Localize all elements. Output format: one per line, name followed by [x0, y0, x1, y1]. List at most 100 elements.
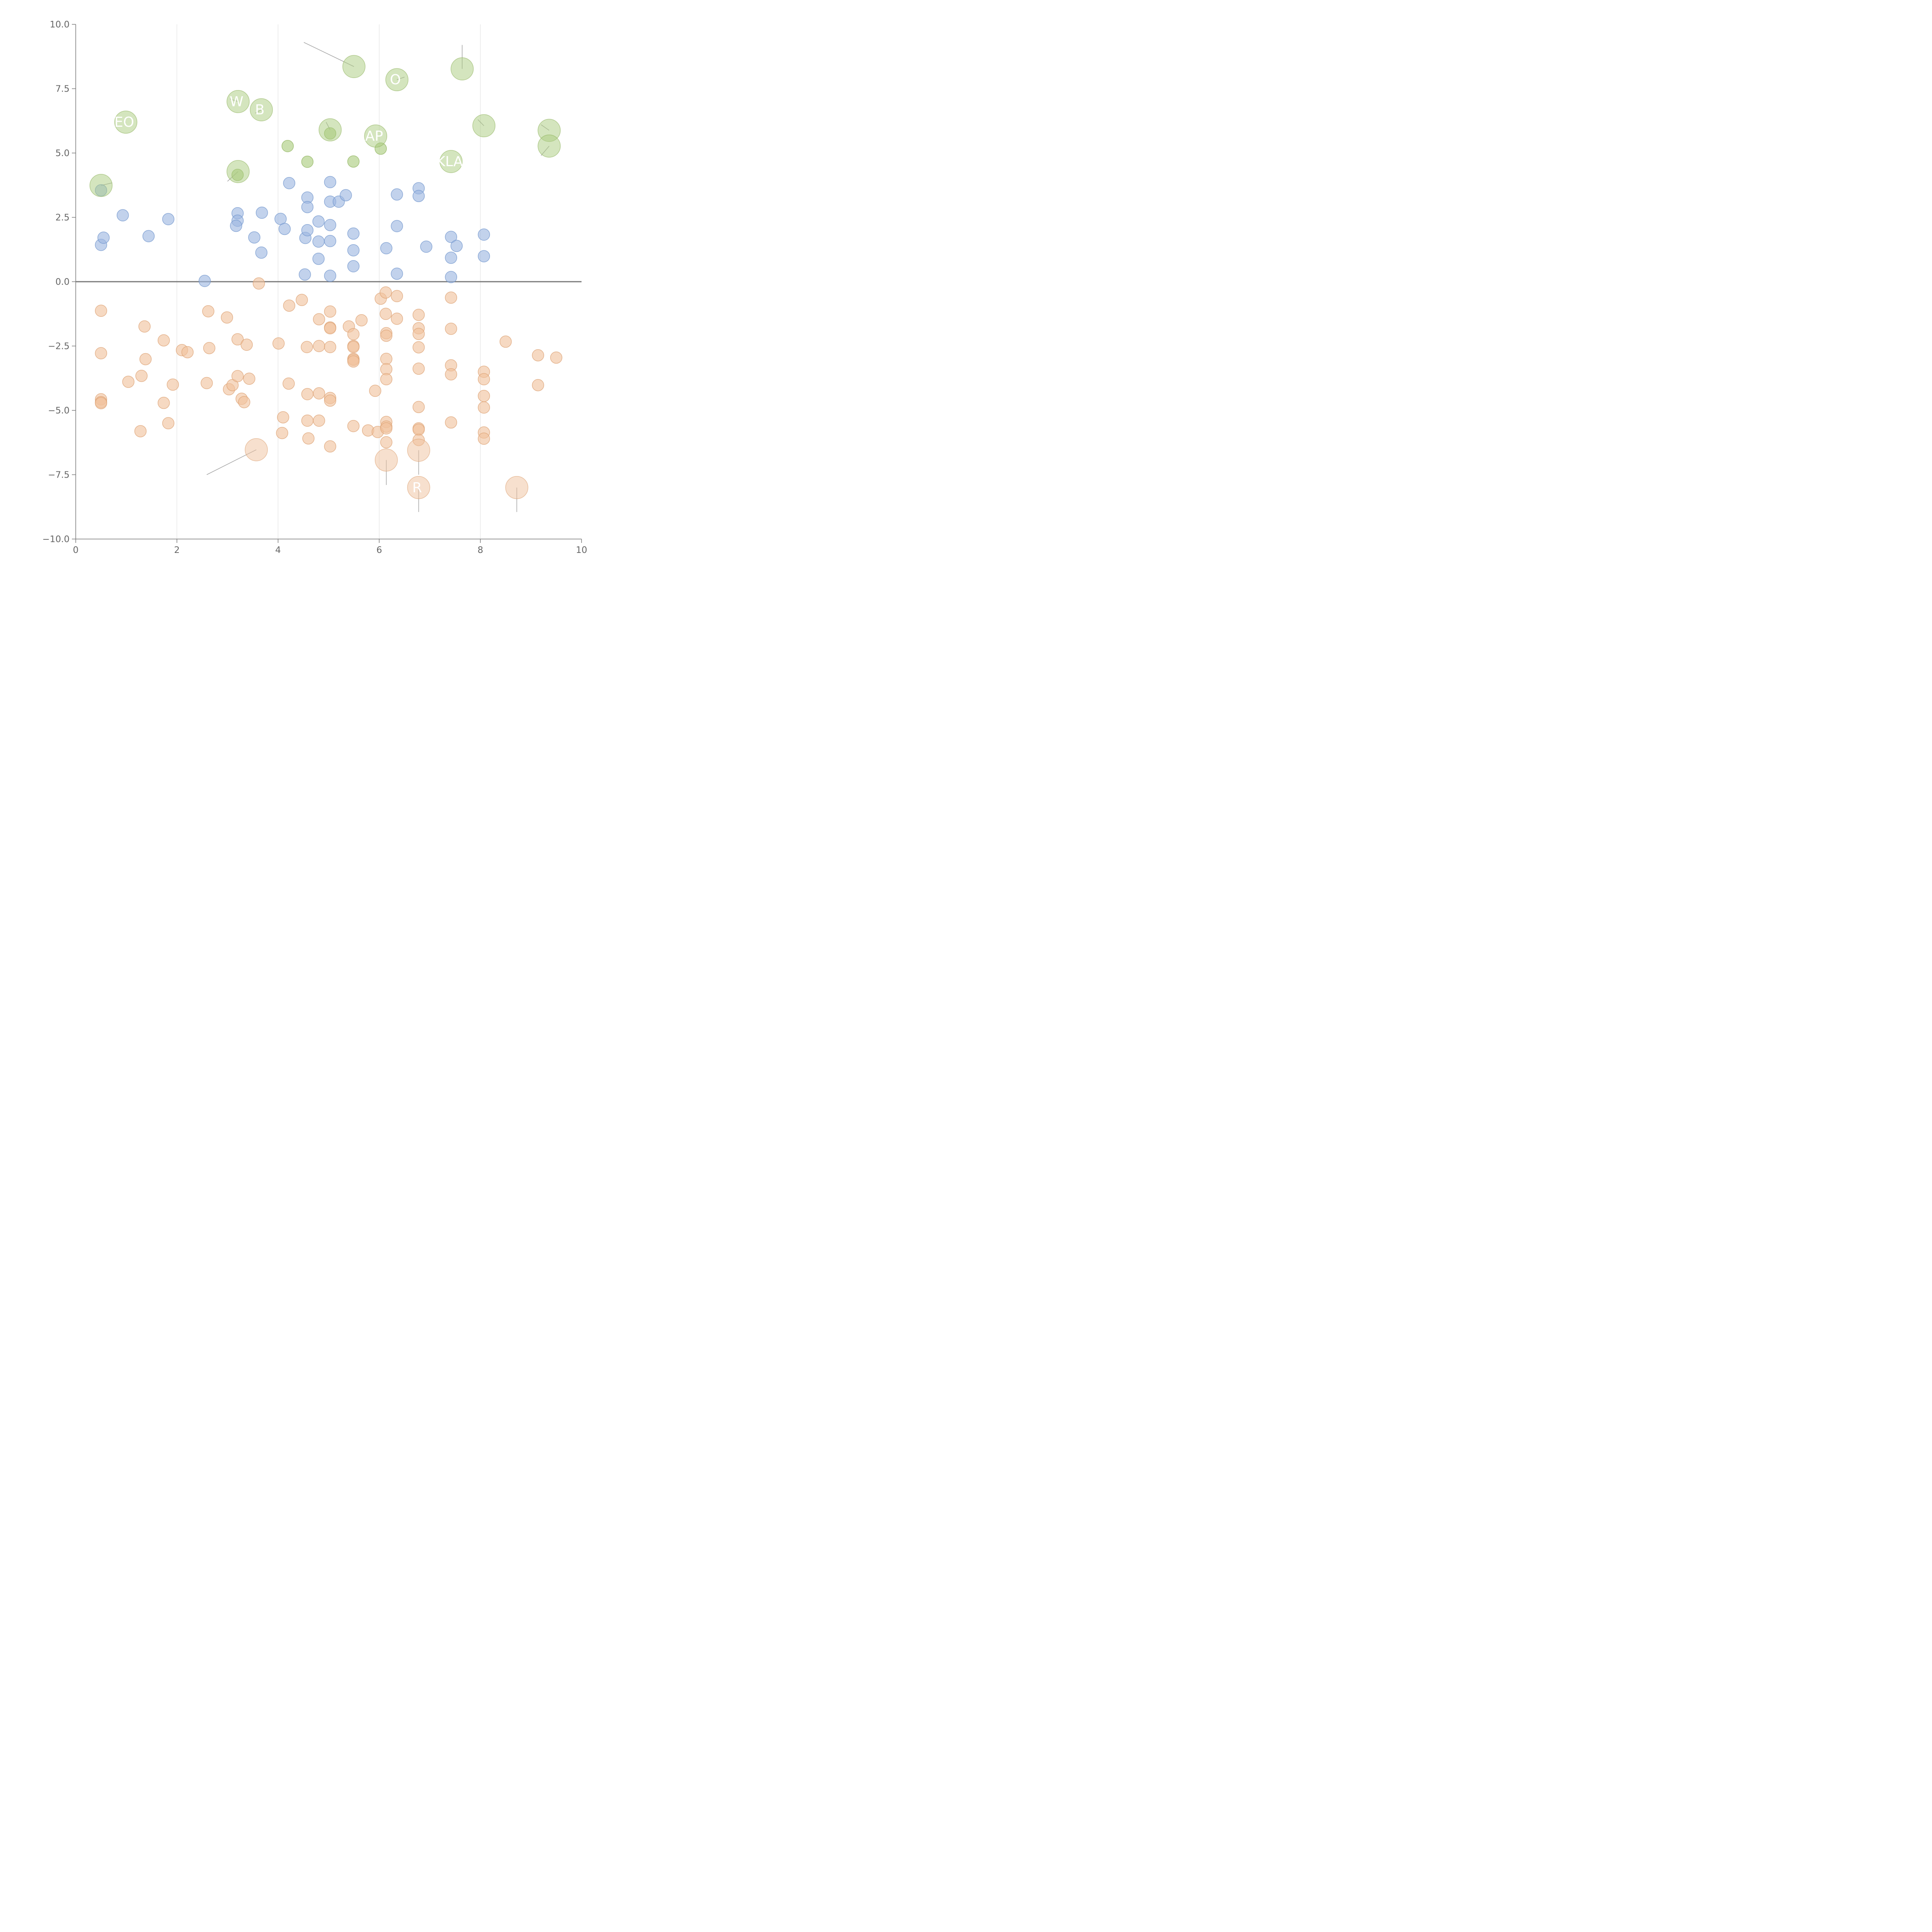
data-point [391, 188, 403, 201]
data-point [313, 414, 325, 427]
point-label: B [255, 102, 265, 118]
highlighted-point [245, 438, 268, 461]
x-tick-label: 0 [73, 545, 79, 555]
data-point [301, 201, 314, 213]
data-point [231, 333, 244, 345]
data-point [347, 244, 360, 257]
data-point [313, 340, 325, 352]
data-point [181, 346, 194, 359]
point-label: O [390, 72, 401, 88]
data-point [380, 373, 393, 386]
y-tick-label: 0.0 [55, 277, 70, 287]
y-tick-label: 2.5 [55, 213, 70, 223]
highlighted-point [385, 68, 408, 91]
data-point [347, 227, 360, 240]
data-point [478, 228, 490, 241]
data-point [116, 209, 129, 221]
data-point [231, 370, 244, 383]
data-point [278, 223, 291, 235]
data-point [97, 231, 110, 244]
data-point [380, 422, 393, 435]
data-point [478, 389, 490, 402]
data-point [420, 240, 432, 253]
data-point [272, 337, 285, 350]
data-point [450, 240, 463, 252]
data-point [380, 436, 393, 449]
data-point [313, 313, 325, 325]
data-point [276, 427, 288, 439]
data-point [412, 328, 425, 340]
data-point [445, 271, 457, 283]
highlighted-point [439, 150, 463, 173]
data-point [379, 308, 392, 320]
data-point [499, 335, 512, 348]
highlighted-point [451, 57, 474, 80]
data-point [412, 362, 425, 375]
data-point [162, 417, 175, 430]
data-point [313, 387, 325, 400]
highlighted-point [505, 476, 529, 499]
data-point [302, 432, 315, 445]
data-point [550, 351, 563, 364]
data-point [445, 291, 457, 304]
data-point [347, 155, 360, 168]
highlighted-point [472, 114, 496, 138]
data-point [255, 246, 268, 259]
data-point [380, 330, 393, 342]
point-label: W [230, 94, 243, 110]
y-tick-label: −5.0 [48, 406, 70, 416]
data-point [324, 394, 337, 407]
data-point [277, 411, 289, 423]
data-point [122, 376, 134, 388]
data-point [478, 373, 490, 386]
highlighted-point [342, 55, 366, 78]
highlighted-point [89, 174, 113, 197]
data-point [391, 290, 403, 303]
data-point [347, 328, 360, 340]
data-point [240, 338, 253, 351]
data-point [412, 341, 425, 354]
data-point [312, 215, 325, 228]
data-point [324, 341, 337, 353]
data-point [301, 388, 314, 400]
data-point [445, 368, 457, 381]
y-tick-label: 10.0 [50, 20, 70, 30]
data-point [391, 267, 403, 280]
highlighted-point [537, 134, 561, 158]
data-point [324, 440, 337, 452]
data-point [340, 189, 352, 201]
data-point [95, 397, 107, 410]
highlighted-point [226, 160, 250, 183]
highlighted-point [226, 90, 250, 113]
data-point [369, 384, 381, 397]
data-point [158, 396, 170, 409]
data-point [324, 176, 337, 189]
data-point [301, 341, 313, 353]
x-tick-label: 8 [478, 545, 483, 555]
data-point [324, 219, 337, 231]
data-point [248, 231, 260, 244]
data-point [347, 355, 360, 368]
y-tick-label: −10.0 [43, 534, 70, 544]
data-point [478, 401, 490, 414]
data-point [199, 275, 211, 287]
highlighted-point [374, 448, 398, 472]
data-point [355, 314, 368, 327]
data-point [412, 423, 425, 436]
data-point [301, 414, 314, 427]
point-labels: EO WB AP O KLA R [114, 72, 463, 496]
data-point [135, 370, 148, 382]
data-point [238, 396, 250, 408]
data-point [379, 286, 392, 299]
data-points [89, 55, 563, 499]
data-point [167, 378, 179, 391]
point-label: KLA [436, 154, 463, 170]
y-tick-label: 7.5 [55, 84, 70, 94]
highlighted-point [364, 124, 387, 148]
data-point [203, 342, 216, 354]
data-point [478, 250, 490, 262]
data-point [201, 377, 213, 389]
data-point [324, 305, 337, 318]
data-point [134, 425, 147, 437]
x-tick-label: 2 [174, 545, 180, 555]
